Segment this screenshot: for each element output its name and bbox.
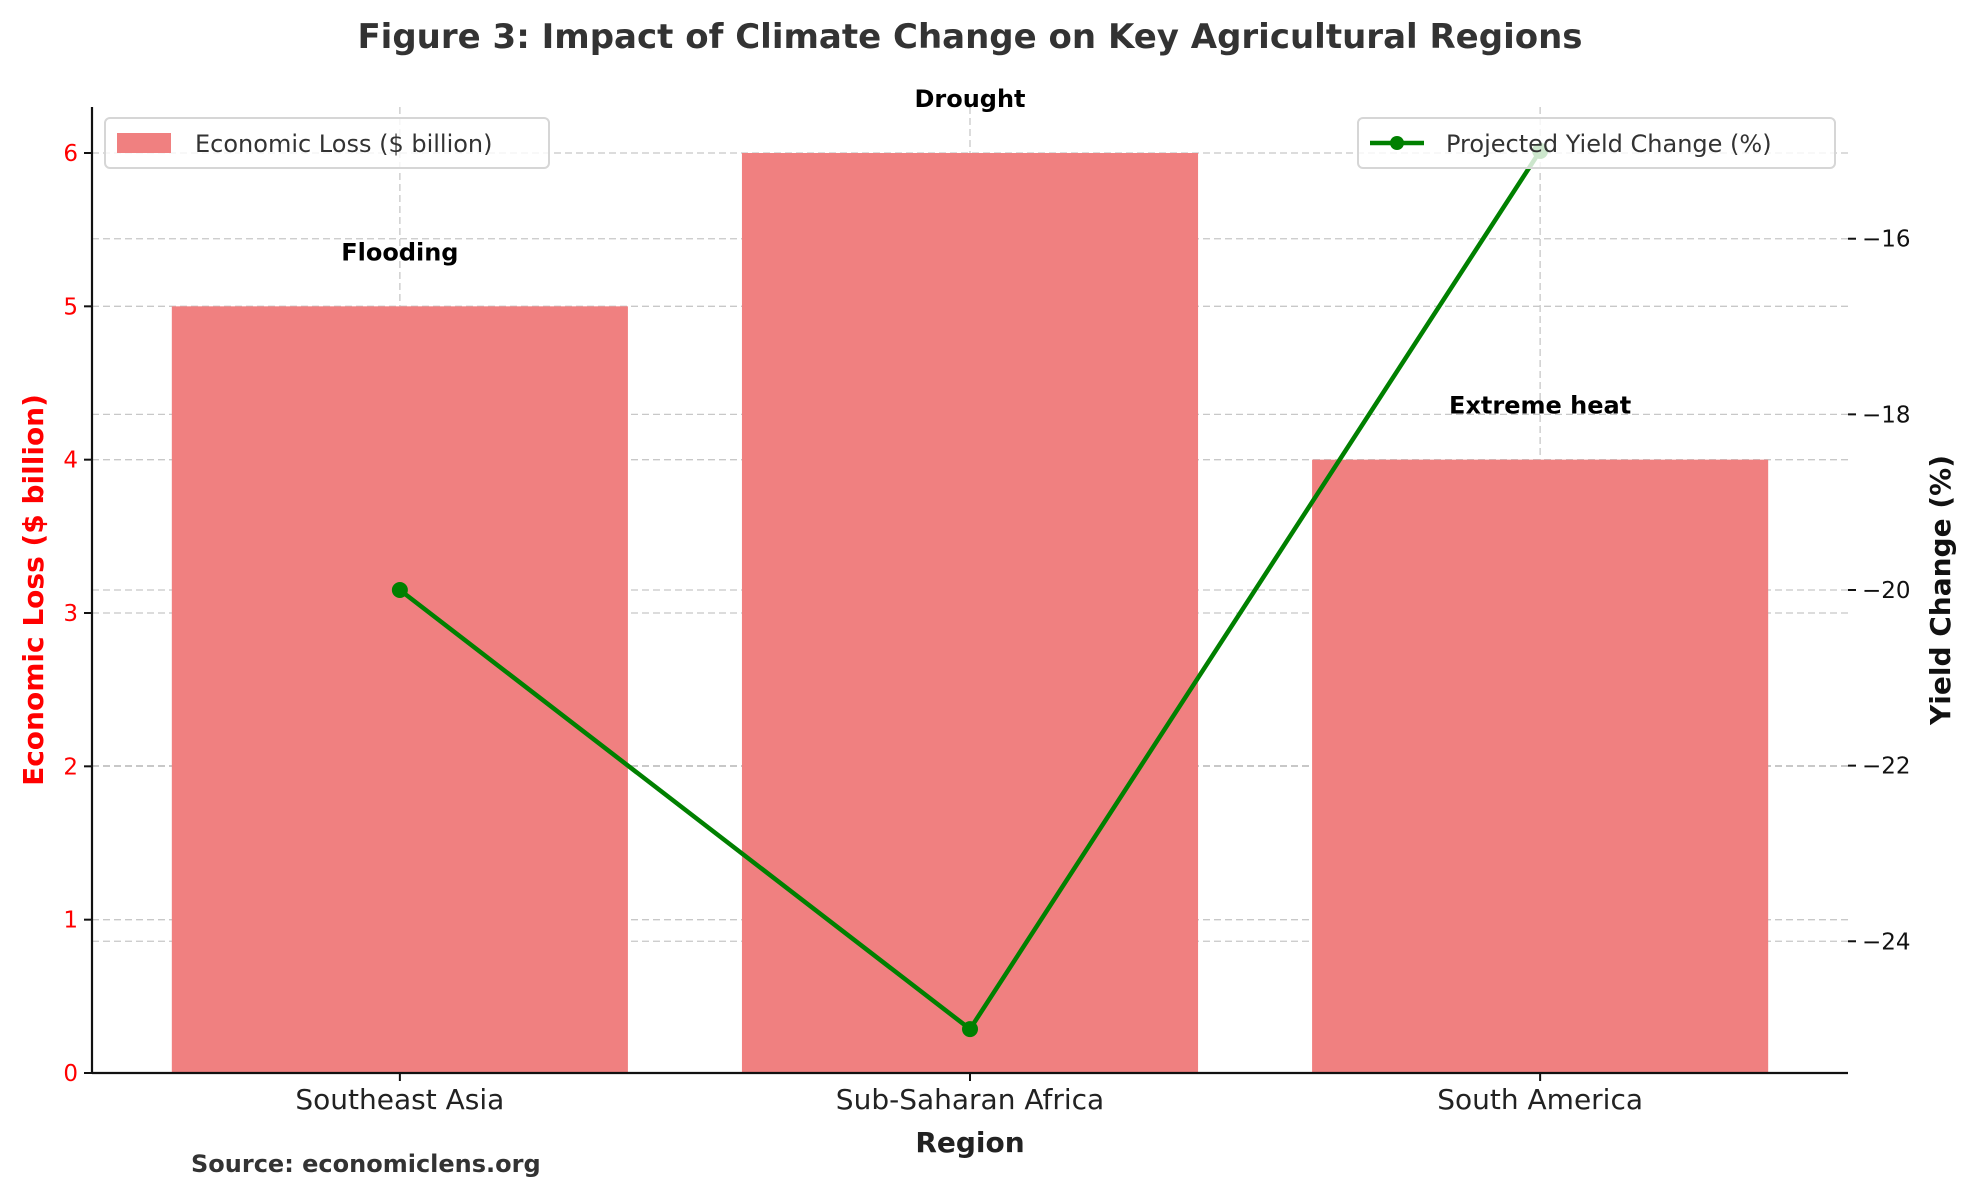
- legend-line-marker: [1390, 136, 1404, 150]
- y-left-tick-label: 5: [63, 294, 78, 320]
- yield-point: [962, 1021, 978, 1038]
- source-note: Source: economiclens.org: [191, 1150, 541, 1178]
- legend-bar: Economic Loss ($ billion): [104, 117, 550, 169]
- y-left-tick-label: 0: [63, 1061, 78, 1087]
- x-axis-label: Region: [915, 1126, 1024, 1159]
- y-right-tick-label: −18: [1862, 402, 1911, 428]
- x-tick-label: South America: [1437, 1083, 1643, 1116]
- y-left-tick-label: 3: [63, 601, 78, 627]
- legend-line-label: Projected Yield Change (%): [1446, 130, 1772, 158]
- y-right-tick-label: −22: [1862, 754, 1911, 780]
- y-right-tick-label: −24: [1862, 929, 1911, 955]
- y-left-tick-label: 6: [63, 141, 78, 167]
- annotation-label: Drought: [914, 85, 1025, 113]
- yield-point: [391, 582, 408, 598]
- y-axis-left-label: Economic Loss ($ billion): [17, 394, 50, 786]
- y-left-tick-label: 1: [63, 908, 78, 934]
- bar-south-america: [1312, 459, 1769, 1074]
- annotation-label: Flooding: [341, 238, 458, 266]
- legend-line: Projected Yield Change (%): [1357, 117, 1836, 169]
- y-right-tick-label: −16: [1862, 227, 1911, 253]
- legend-bar-label: Economic Loss ($ billion): [195, 130, 493, 158]
- bar-southeast-asia: [171, 306, 628, 1073]
- x-tick-label: Southeast Asia: [295, 1083, 504, 1116]
- y-right-tick-label: −20: [1862, 578, 1911, 604]
- bar-sub-saharan-africa: [741, 153, 1199, 1073]
- y-left-tick-label: 2: [63, 754, 78, 780]
- y-axis-right-label: Yield Change (%): [1924, 455, 1957, 726]
- annotation-label: Extreme heat: [1449, 392, 1631, 420]
- chart-title: Figure 3: Impact of Climate Change on Ke…: [357, 17, 1582, 57]
- legend-bar-swatch: [117, 133, 171, 153]
- y-left-tick-label: 4: [63, 448, 78, 474]
- x-tick-label: Sub-Saharan Africa: [836, 1083, 1104, 1116]
